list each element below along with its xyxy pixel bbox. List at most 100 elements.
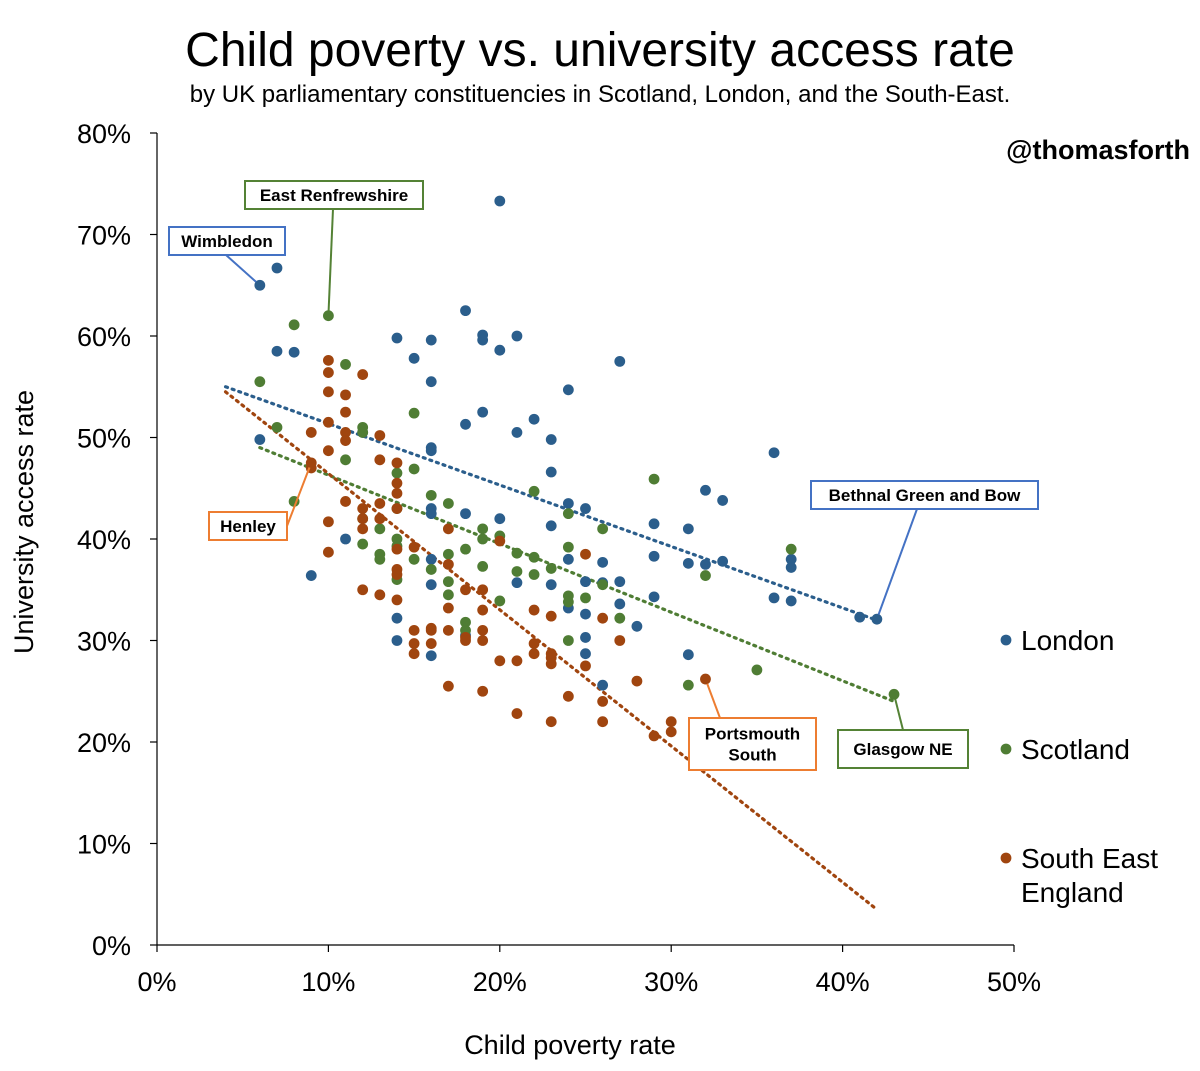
annotation-box xyxy=(688,717,817,771)
point-scotland xyxy=(271,421,283,433)
annotation-henley: Henley xyxy=(208,467,311,541)
point-london xyxy=(700,484,711,496)
point-london xyxy=(597,679,609,691)
point-london xyxy=(682,649,694,661)
point-london xyxy=(254,434,266,445)
annotation-bethnal-green-and-bow: Bethnal Green and Bow xyxy=(810,480,1039,615)
point-south-east-england xyxy=(580,548,591,560)
point-london xyxy=(768,447,780,459)
point-london xyxy=(562,498,574,509)
x-tick-label: 10% xyxy=(301,967,355,997)
point-london xyxy=(717,555,729,567)
point-london xyxy=(408,352,420,364)
point-scotland xyxy=(408,463,420,475)
trendline-scotland xyxy=(258,446,896,704)
point-scotland xyxy=(528,551,540,563)
point-scotland xyxy=(477,561,489,572)
y-tick-label: 0% xyxy=(92,931,131,961)
point-london xyxy=(494,513,506,525)
point-south-east-england xyxy=(580,660,591,672)
point-scotland xyxy=(374,553,386,565)
point-london xyxy=(785,595,797,607)
annotation-box xyxy=(168,226,286,256)
annotation-east-renfrewshire: East Renfrewshire xyxy=(244,180,424,311)
point-london xyxy=(425,334,437,346)
point-scotland xyxy=(511,566,523,577)
trendline-london xyxy=(223,385,879,622)
point-london xyxy=(425,376,437,388)
annotation-box xyxy=(244,180,424,210)
point-london xyxy=(631,620,643,632)
annotation-wimbledon: Wimbledon xyxy=(168,226,286,283)
x-axis-title: Child poverty rate xyxy=(464,1030,676,1060)
point-scotland xyxy=(682,679,694,691)
point-scotland xyxy=(597,523,609,535)
annotation-leader-line xyxy=(877,508,918,615)
point-london xyxy=(682,557,694,569)
point-south-east-england xyxy=(323,367,334,378)
point-south-east-england xyxy=(305,427,317,438)
legend-item-london: London xyxy=(1000,625,1114,656)
annotation-label: Bethnal Green and Bow xyxy=(829,486,1022,505)
point-south-east-england xyxy=(374,498,386,509)
x-tick-label: 30% xyxy=(644,967,698,997)
annotation-box xyxy=(810,480,1039,510)
point-south-east-england xyxy=(323,386,334,398)
point-south-east-england xyxy=(597,612,609,624)
point-south-east-england xyxy=(323,416,334,428)
point-london xyxy=(425,508,437,520)
point-london xyxy=(648,591,660,603)
point-scotland xyxy=(442,589,454,601)
point-south-east-england xyxy=(357,513,369,525)
point-south-east-england xyxy=(477,584,489,596)
point-south-east-england xyxy=(374,589,386,601)
annotation-leader-line xyxy=(225,254,257,283)
point-south-east-england xyxy=(357,584,369,596)
point-south-east-england xyxy=(528,604,540,616)
point-south-east-england xyxy=(391,487,403,499)
annotation-leader-line xyxy=(706,683,721,719)
point-london xyxy=(768,592,780,604)
point-london xyxy=(288,346,300,358)
point-scotland xyxy=(511,547,523,559)
point-south-east-england xyxy=(357,503,369,514)
point-london xyxy=(871,613,883,625)
point-london xyxy=(511,577,523,589)
legend-label: London xyxy=(1021,625,1114,656)
point-london xyxy=(528,413,540,425)
point-south-east-england xyxy=(323,546,334,558)
point-south-east-england xyxy=(648,730,660,742)
point-south-east-england xyxy=(408,638,420,649)
annotations: East Renfrewshire Wimbledon Henley Bethnal … xyxy=(168,180,1039,771)
point-london xyxy=(580,576,591,588)
point-south-east-england xyxy=(545,610,557,622)
point-south-east-england xyxy=(442,558,454,570)
point-south-east-england xyxy=(665,716,677,728)
point-london xyxy=(391,612,403,624)
y-tick-label: 80% xyxy=(77,119,131,149)
point-london xyxy=(425,445,437,457)
point-london xyxy=(494,344,506,356)
point-london xyxy=(511,427,523,438)
point-london xyxy=(562,553,574,565)
point-scotland xyxy=(442,498,454,509)
point-london xyxy=(854,611,866,623)
point-london xyxy=(785,553,797,565)
annotation-label: Portsmouth xyxy=(705,725,800,744)
point-london xyxy=(545,520,557,532)
point-scotland xyxy=(888,688,900,700)
y-tick-label: 20% xyxy=(77,728,131,758)
point-london xyxy=(305,570,317,581)
point-scotland xyxy=(648,473,660,485)
point-london xyxy=(545,434,557,445)
point-london xyxy=(614,598,626,610)
annotation-glasgow-ne: Glasgow NE xyxy=(837,698,969,769)
point-scotland xyxy=(374,523,386,535)
point-south-east-england xyxy=(425,638,437,649)
y-tick-label: 30% xyxy=(77,627,131,657)
legend-label: England xyxy=(1021,877,1124,908)
point-london xyxy=(391,635,403,646)
